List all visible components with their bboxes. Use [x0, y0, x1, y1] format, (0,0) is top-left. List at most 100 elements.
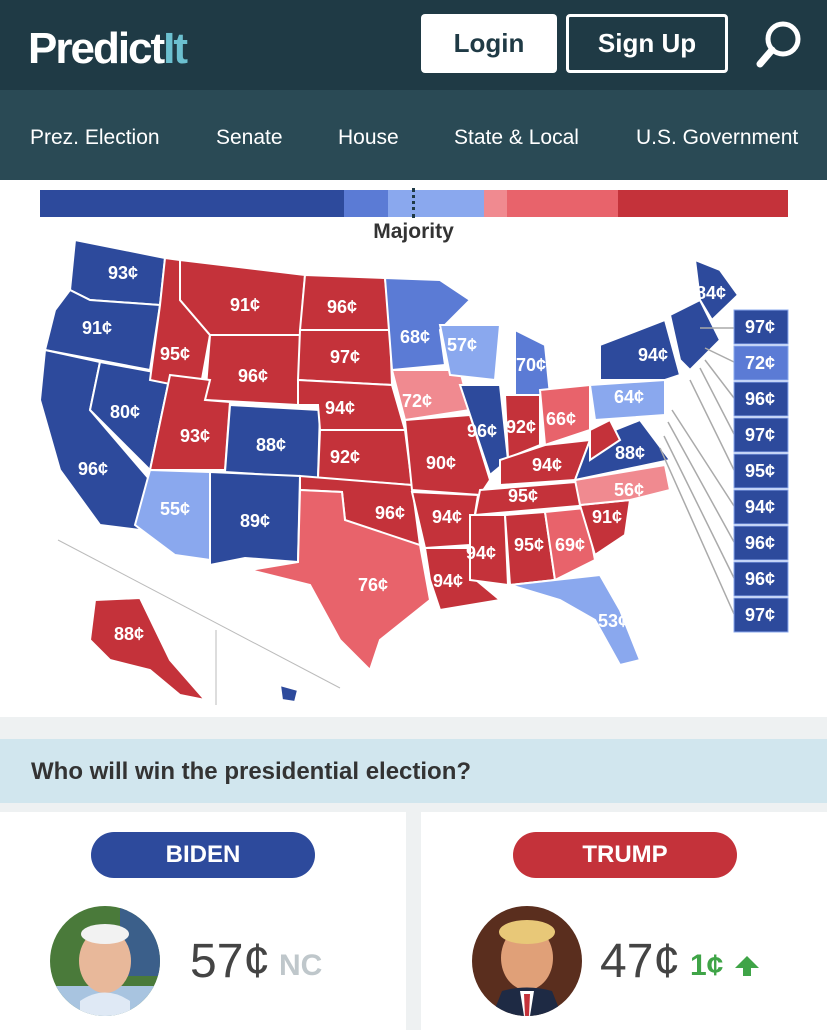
- nav-house[interactable]: House: [338, 126, 399, 149]
- question-banner: [0, 739, 827, 803]
- box-small-state-8[interactable]: [733, 561, 789, 597]
- question-title[interactable]: Who will win the presidential election?: [31, 758, 472, 785]
- state-fl[interactable]: [509, 573, 642, 667]
- solid-rep-segment: [618, 190, 788, 217]
- inset-divider: [57, 539, 341, 689]
- signup-button[interactable]: Sign Up: [566, 14, 728, 73]
- label-nv: 80¢: [110, 402, 140, 422]
- state-va[interactable]: [573, 418, 672, 482]
- box-small-state-6[interactable]: [733, 489, 789, 525]
- label-mo: 90¢: [426, 453, 456, 473]
- search-icon[interactable]: [752, 18, 806, 72]
- logo-it-text: It: [163, 24, 188, 73]
- lean-rep-segment: [484, 190, 507, 217]
- label-tx: 76¢: [358, 575, 388, 595]
- biden-price: 57¢: [190, 935, 271, 988]
- label-sd: 97¢: [330, 347, 360, 367]
- state-nc[interactable]: [573, 463, 672, 507]
- state-wi[interactable]: [438, 324, 502, 382]
- label-wi: 57¢: [447, 335, 477, 355]
- label-mn: 68¢: [400, 327, 430, 347]
- state-wv[interactable]: [589, 418, 622, 462]
- solid-dem-segment: [40, 190, 344, 217]
- box-label-5: 95¢: [745, 461, 775, 481]
- nav-state-local[interactable]: State & Local: [454, 126, 579, 149]
- label-tn: 95¢: [508, 486, 538, 506]
- biden-change: NC: [279, 949, 323, 982]
- state-ms[interactable]: [469, 514, 510, 587]
- electoral-map: 93¢ 91¢ 96¢ 80¢ 95¢ 91¢ 96¢ 93¢ 55¢ 88¢ …: [38, 238, 789, 705]
- state-or[interactable]: [43, 288, 162, 372]
- trump-change: 1¢: [690, 949, 724, 982]
- state-hi[interactable]: [278, 683, 300, 704]
- label-wy: 96¢: [238, 366, 268, 386]
- biden-avatar: [50, 906, 160, 1016]
- likely-rep-segment: [507, 190, 618, 217]
- box-label-4: 97¢: [745, 425, 775, 445]
- label-id: 95¢: [160, 344, 190, 364]
- label-ky: 94¢: [532, 455, 562, 475]
- majority-marker: [412, 188, 415, 218]
- biden-name-pill[interactable]: BIDEN: [91, 832, 315, 878]
- state-ny[interactable]: [599, 318, 682, 381]
- label-ms: 94¢: [466, 543, 496, 563]
- trump-name-pill[interactable]: TRUMP: [513, 832, 737, 878]
- box-label-3: 96¢: [745, 389, 775, 409]
- category-nav: [0, 90, 827, 180]
- up-arrow-stem: [743, 967, 751, 976]
- label-ga: 69¢: [555, 535, 585, 555]
- label-pa: 64¢: [614, 387, 644, 407]
- state-az[interactable]: [133, 468, 211, 562]
- box-small-state-3[interactable]: [733, 381, 789, 417]
- majority-label: Majority: [373, 220, 454, 243]
- label-ar: 94¢: [432, 507, 462, 527]
- nav-us-government[interactable]: U.S. Government: [636, 126, 799, 149]
- label-sc: 91¢: [592, 507, 622, 527]
- label-or: 91¢: [82, 318, 112, 338]
- box-label-7: 96¢: [745, 533, 775, 553]
- state-nm[interactable]: [209, 470, 302, 567]
- nav-prez-election[interactable]: Prez. Election: [30, 126, 160, 149]
- label-la: 94¢: [433, 571, 463, 591]
- login-button[interactable]: Login: [421, 14, 557, 73]
- box-small-state-7[interactable]: [733, 525, 789, 561]
- predictit-logo[interactable]: PredictIt: [28, 24, 188, 74]
- box-label-1: 97¢: [745, 317, 775, 337]
- trump-price: 47¢: [600, 935, 681, 988]
- likely-dem-segment: [344, 190, 388, 217]
- majority-bar: [40, 190, 788, 217]
- label-il: 96¢: [467, 421, 497, 441]
- box-small-state-1[interactable]: [733, 309, 789, 345]
- box-label-6: 94¢: [745, 497, 775, 517]
- up-arrow-icon: [735, 956, 759, 968]
- state-me[interactable]: [693, 258, 740, 322]
- label-me: 84¢: [696, 283, 726, 303]
- state-ga[interactable]: [543, 506, 597, 582]
- label-ca: 96¢: [78, 459, 108, 479]
- label-al: 95¢: [514, 535, 544, 555]
- state-ne-region[interactable]: [668, 298, 722, 372]
- label-ia: 72¢: [402, 391, 432, 411]
- label-co: 88¢: [256, 435, 286, 455]
- box-small-state-9[interactable]: [733, 597, 789, 633]
- state-ak[interactable]: [88, 596, 208, 702]
- box-label-8: 96¢: [745, 569, 775, 589]
- label-mt: 91¢: [230, 295, 260, 315]
- label-nm: 89¢: [240, 511, 270, 531]
- logo-main-text: Predict: [28, 24, 165, 73]
- label-in: 92¢: [506, 417, 536, 437]
- label-ut: 93¢: [180, 426, 210, 446]
- nav-senate[interactable]: Senate: [216, 126, 283, 149]
- state-in[interactable]: [503, 394, 541, 460]
- label-fl: 53¢: [598, 611, 628, 631]
- state-mo[interactable]: [403, 413, 492, 497]
- state-pa[interactable]: [588, 378, 666, 422]
- box-label-9: 97¢: [745, 605, 775, 625]
- box-small-state-4[interactable]: [733, 417, 789, 453]
- box-small-state-5[interactable]: [733, 453, 789, 489]
- label-ks: 92¢: [330, 447, 360, 467]
- state-tx[interactable]: [249, 488, 432, 672]
- trump-avatar: [472, 906, 582, 1016]
- box-small-state-2[interactable]: [733, 345, 789, 381]
- section-separator: [0, 717, 827, 739]
